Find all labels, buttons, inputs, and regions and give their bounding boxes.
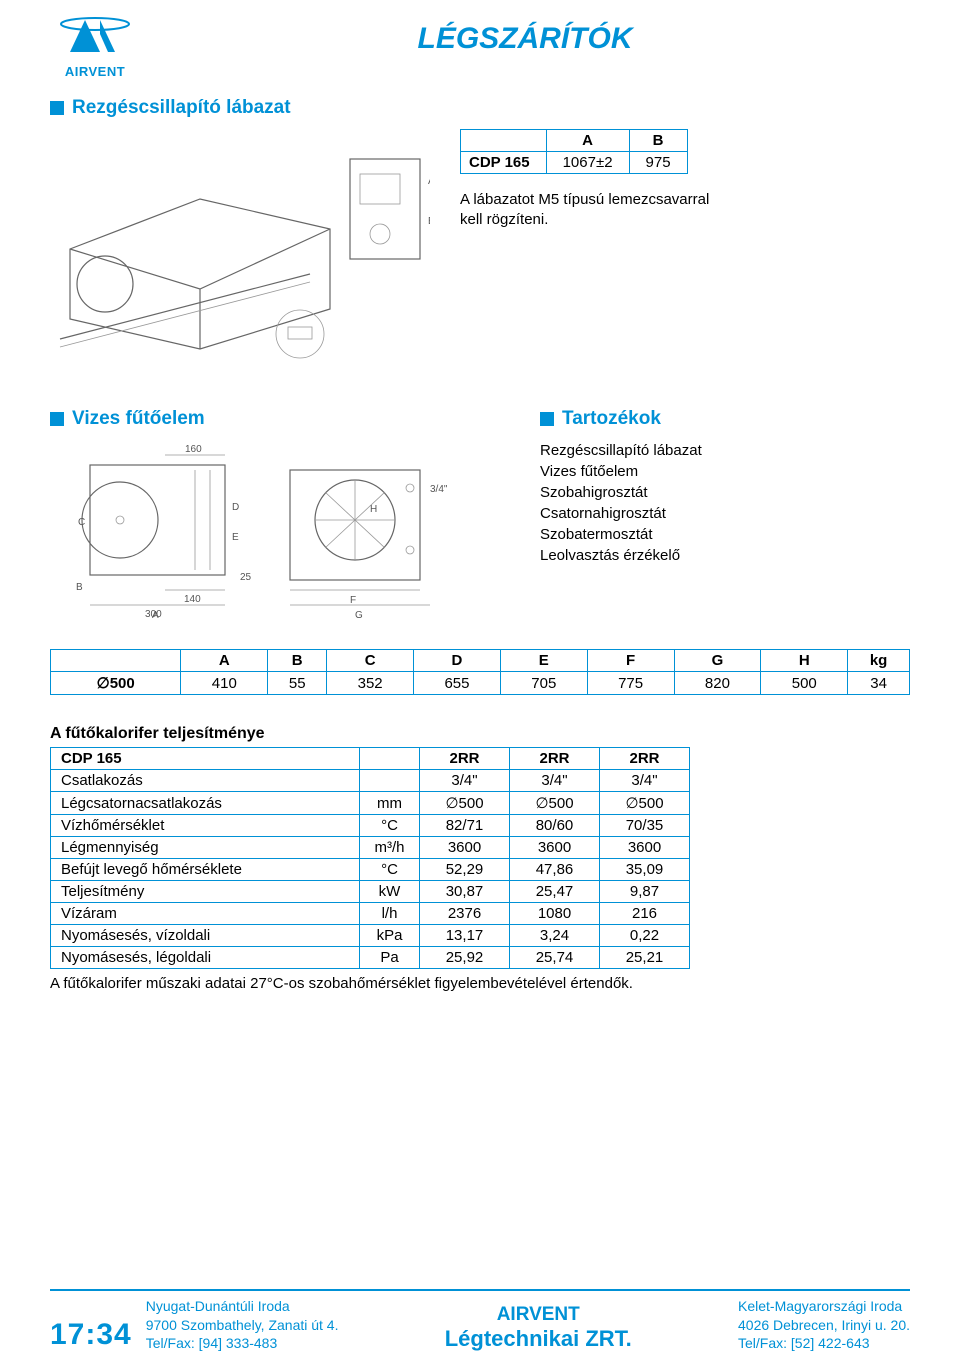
svg-text:E: E xyxy=(232,532,239,543)
perf-row-value: 82/71 xyxy=(420,815,510,837)
svg-text:D: D xyxy=(232,502,239,513)
perf-row-unit xyxy=(360,770,420,792)
perf-row-value: 30,87 xyxy=(420,881,510,903)
accessory-item: Csatornahigrosztát xyxy=(540,503,910,524)
svg-text:A: A xyxy=(428,176,430,187)
perf-row-value: 9,87 xyxy=(600,881,690,903)
section1-heading-text: Rezgéscsillapító lábazat xyxy=(72,97,291,119)
svg-text:C: C xyxy=(78,517,85,528)
cell-b: 975 xyxy=(629,152,687,174)
svg-text:B: B xyxy=(76,582,83,593)
perf-row-label: Nyomásesés, légoldali xyxy=(51,947,360,969)
perf-row-label: Vízáram xyxy=(51,903,360,925)
table-labazat: A B CDP 165 1067±2 975 xyxy=(460,129,688,174)
accessory-item: Rezgéscsillapító lábazat xyxy=(540,440,910,461)
perf-row-value: 3600 xyxy=(510,837,600,859)
perf-row-value: 70/35 xyxy=(600,815,690,837)
perf-row-value: 3/4" xyxy=(600,770,690,792)
perf-footnote: A fűtőkalorifer műszaki adatai 27°C-os s… xyxy=(50,975,910,992)
square-marker-icon xyxy=(540,412,554,426)
perf-row-value: 2376 xyxy=(420,903,510,925)
section1-heading: Rezgéscsillapító lábazat xyxy=(50,97,910,119)
svg-text:160: 160 xyxy=(185,444,202,455)
perf-row-unit: mm xyxy=(360,792,420,815)
perf-row-value: 35,09 xyxy=(600,859,690,881)
svg-text:F: F xyxy=(350,595,356,606)
perf-row-value: ∅500 xyxy=(600,792,690,815)
section3-heading-text: Tartozékok xyxy=(562,408,661,430)
footer-left: Nyugat-Dunántúli Iroda 9700 Szombathely,… xyxy=(146,1297,339,1352)
svg-text:140: 140 xyxy=(184,594,201,605)
logo-text: AIRVENT xyxy=(50,64,140,79)
section1-note: A lábazatot M5 típusú lemezcsavarral kel… xyxy=(460,190,709,231)
svg-text:3/4": 3/4" xyxy=(430,484,448,495)
perf-row-value: 3/4" xyxy=(420,770,510,792)
col-b: B xyxy=(629,130,687,152)
perf-row-value: 13,17 xyxy=(420,925,510,947)
diagram-vizes: 160 140 300 B C D E 25 A xyxy=(50,440,510,623)
perf-row-value: 25,47 xyxy=(510,881,600,903)
diagram-rezges: A B xyxy=(50,129,430,362)
perf-row-value: 52,29 xyxy=(420,859,510,881)
section3-heading: Tartozékok xyxy=(540,408,910,430)
svg-text:25: 25 xyxy=(240,572,252,583)
perf-row-value: 47,86 xyxy=(510,859,600,881)
perf-row-value: 216 xyxy=(600,903,690,925)
perf-row-value: 80/60 xyxy=(510,815,600,837)
perf-row-label: Vízhőmérséklet xyxy=(51,815,360,837)
perf-row-unit: °C xyxy=(360,859,420,881)
perf-row-value: 3/4" xyxy=(510,770,600,792)
perf-row-value: 25,92 xyxy=(420,947,510,969)
perf-row-value: 1080 xyxy=(510,903,600,925)
accessory-item: Leolvasztás érzékelő xyxy=(540,545,910,566)
perf-row-unit: kPa xyxy=(360,925,420,947)
accessory-item: Szobatermosztát xyxy=(540,524,910,545)
accessory-item: Vizes fűtőelem xyxy=(540,461,910,482)
svg-text:B: B xyxy=(428,216,430,227)
perf-row-label: Teljesítmény xyxy=(51,881,360,903)
footer-right: Kelet-Magyarországi Iroda 4026 Debrecen,… xyxy=(738,1297,910,1352)
perf-row-label: Befújt levegő hőmérséklete xyxy=(51,859,360,881)
svg-text:A: A xyxy=(152,610,159,620)
perf-row-value: ∅500 xyxy=(510,792,600,815)
perf-row-label: Légcsatornacsatlakozás xyxy=(51,792,360,815)
perf-row-unit: kW xyxy=(360,881,420,903)
perf-row-value: 3600 xyxy=(600,837,690,859)
perf-row-unit: l/h xyxy=(360,903,420,925)
perf-row-unit: m³/h xyxy=(360,837,420,859)
perf-row-value: 25,74 xyxy=(510,947,600,969)
square-marker-icon xyxy=(50,412,64,426)
svg-text:G: G xyxy=(355,610,363,620)
perf-row-label: Csatlakozás xyxy=(51,770,360,792)
brand-logo: AIRVENT xyxy=(50,16,140,79)
row-label: CDP 165 xyxy=(461,152,547,174)
perf-row-unit: Pa xyxy=(360,947,420,969)
dimensions-table: A B C D E F G H kg ∅500 410 55 352 655 7… xyxy=(50,649,910,695)
col-a: A xyxy=(546,130,629,152)
footer-center: AIRVENT Légtechnikai ZRT. xyxy=(338,1304,738,1352)
accessory-item: Szobahigrosztát xyxy=(540,482,910,503)
cell-a: 1067±2 xyxy=(546,152,629,174)
perf-row-value: 0,22 xyxy=(600,925,690,947)
perf-row-value: ∅500 xyxy=(420,792,510,815)
footer: 17:34 Nyugat-Dunántúli Iroda 9700 Szomba… xyxy=(50,1289,910,1352)
section2-heading-text: Vizes fűtőelem xyxy=(72,408,205,430)
accessories-list: Rezgéscsillapító lábazat Vizes fűtőelem … xyxy=(540,440,910,566)
square-marker-icon xyxy=(50,101,64,115)
perf-row-value: 3,24 xyxy=(510,925,600,947)
perf-row-label: Légmennyiség xyxy=(51,837,360,859)
performance-table: CDP 165 2RR 2RR 2RR Csatlakozás3/4"3/4"3… xyxy=(50,747,690,969)
section2-heading: Vizes fűtőelem xyxy=(50,408,510,430)
perf-row-label: Nyomásesés, vízoldali xyxy=(51,925,360,947)
perf-row-value: 3600 xyxy=(420,837,510,859)
perf-heading: A fűtőkalorifer teljesítménye xyxy=(50,725,910,743)
perf-row-unit: °C xyxy=(360,815,420,837)
page-title: LÉGSZÁRÍTÓK xyxy=(140,16,910,56)
perf-row-value: 25,21 xyxy=(600,947,690,969)
page-number: 17:34 xyxy=(50,1318,132,1352)
svg-text:H: H xyxy=(370,504,377,515)
